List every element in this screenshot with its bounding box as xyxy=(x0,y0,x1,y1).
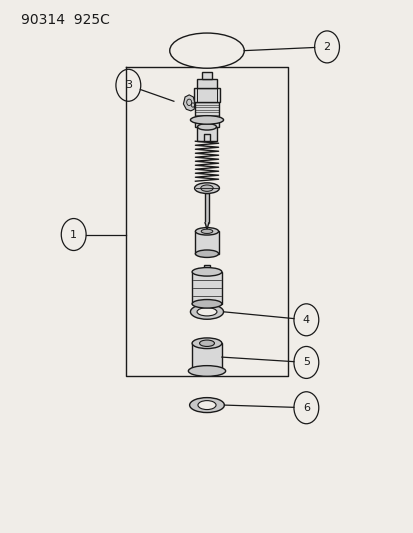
Bar xyxy=(197,127,216,141)
Ellipse shape xyxy=(195,250,218,257)
Ellipse shape xyxy=(189,398,224,413)
Text: 90314  925C: 90314 925C xyxy=(21,13,109,27)
Bar xyxy=(192,343,221,371)
Bar xyxy=(197,79,216,88)
Ellipse shape xyxy=(199,340,214,346)
Ellipse shape xyxy=(169,33,244,68)
Ellipse shape xyxy=(197,401,216,409)
Text: 6: 6 xyxy=(302,403,309,413)
Bar xyxy=(205,193,208,223)
Ellipse shape xyxy=(201,229,212,233)
Text: 3: 3 xyxy=(125,80,131,90)
Bar xyxy=(194,88,219,102)
Ellipse shape xyxy=(197,124,216,130)
Bar xyxy=(204,265,209,273)
Text: 4: 4 xyxy=(302,315,309,325)
Text: 1: 1 xyxy=(70,230,77,239)
Ellipse shape xyxy=(192,338,221,349)
Ellipse shape xyxy=(192,268,221,276)
Ellipse shape xyxy=(192,300,221,308)
Ellipse shape xyxy=(197,308,216,316)
Ellipse shape xyxy=(194,183,219,193)
Bar xyxy=(202,72,211,79)
Bar xyxy=(195,102,218,127)
Text: 2: 2 xyxy=(323,42,330,52)
Polygon shape xyxy=(205,223,208,229)
Ellipse shape xyxy=(190,304,223,319)
Ellipse shape xyxy=(195,228,218,235)
Text: 5: 5 xyxy=(302,358,309,367)
Ellipse shape xyxy=(200,185,213,191)
Ellipse shape xyxy=(190,116,223,124)
Bar xyxy=(195,231,218,254)
Polygon shape xyxy=(183,95,195,111)
Bar xyxy=(192,272,221,304)
Ellipse shape xyxy=(188,366,225,376)
